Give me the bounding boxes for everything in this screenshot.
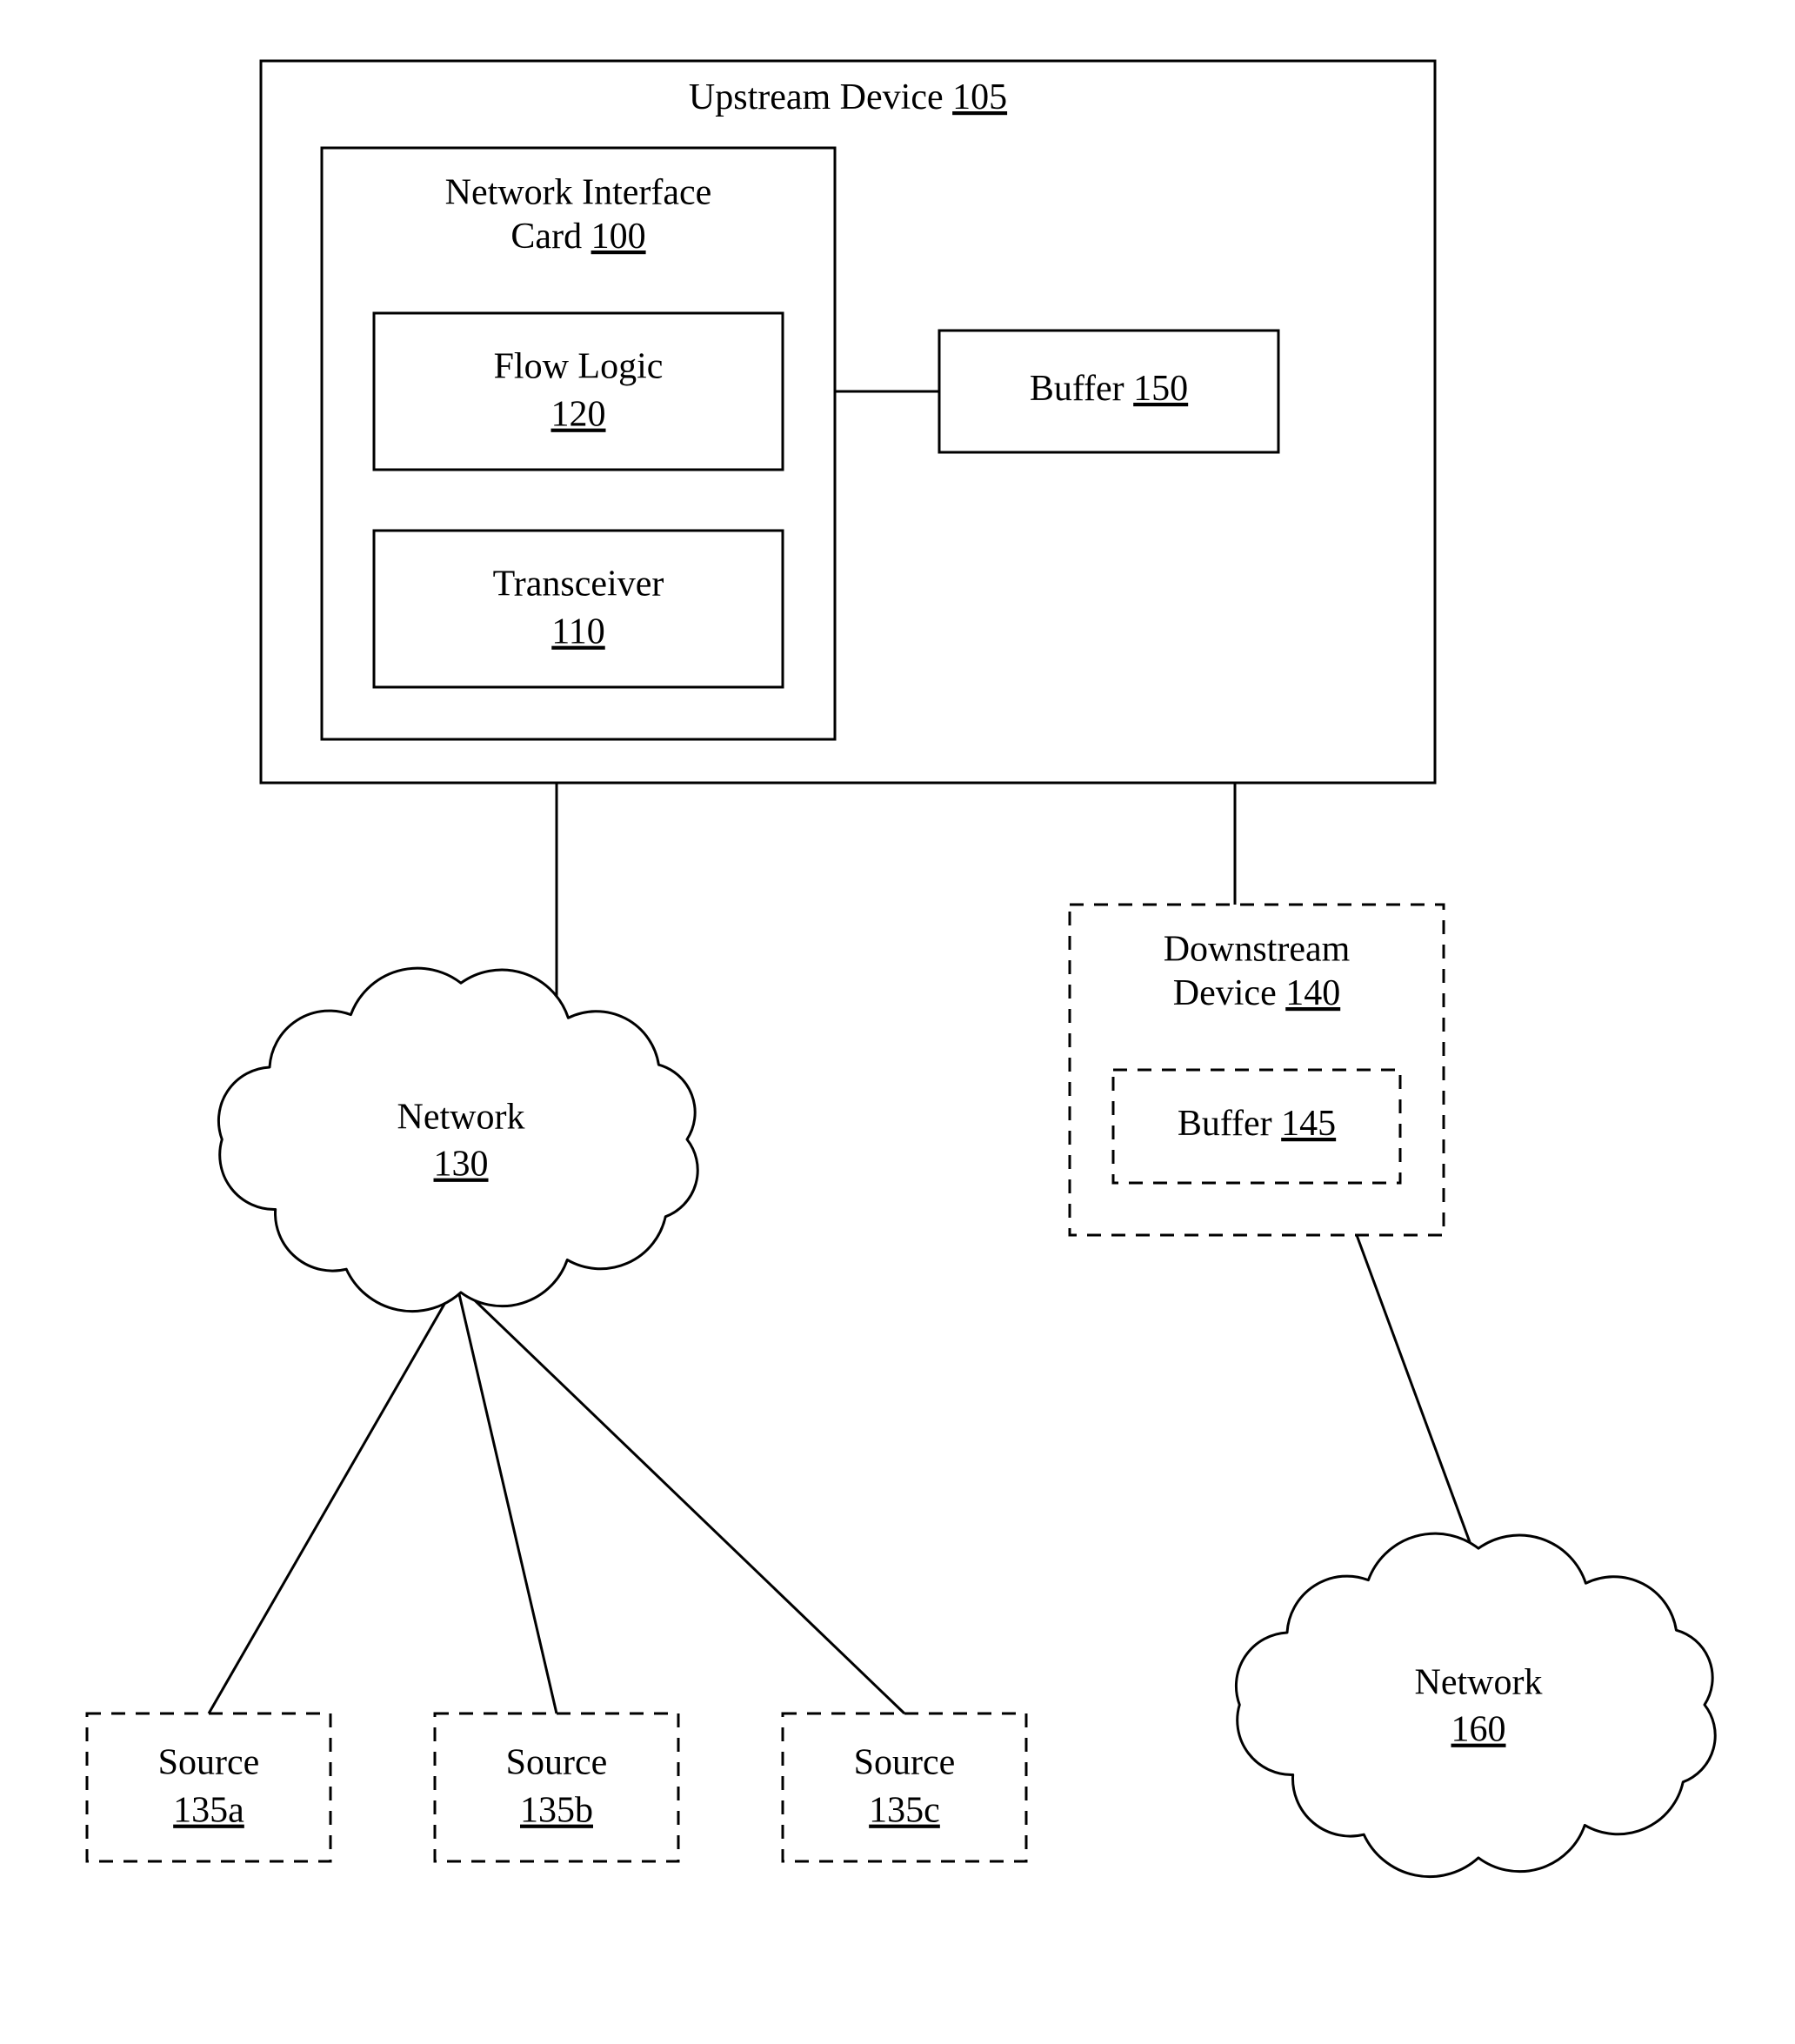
network-left-ref: 130 [434, 1145, 489, 1185]
transceiver-ref: 110 [551, 612, 604, 652]
source-a-ref: 135a [173, 1791, 244, 1831]
network-left-cloud [218, 968, 697, 1311]
upstream-device-label: Upstream Device 105 [689, 77, 1007, 117]
transceiver-title: Transceiver [493, 564, 664, 605]
downstream-label-line1: Downstream [1164, 930, 1351, 970]
source-c-title: Source [854, 1743, 956, 1783]
source-a-title: Source [158, 1743, 260, 1783]
flow-logic-ref: 120 [551, 395, 606, 435]
line-network-to-source-a [209, 1283, 457, 1713]
buffer-145-label: Buffer 145 [1178, 1104, 1336, 1144]
line-network-to-source-b [457, 1283, 557, 1713]
network-right-cloud [1236, 1533, 1715, 1876]
network-left-title: Network [397, 1098, 525, 1138]
transceiver-box [374, 531, 783, 687]
nic-label-line1: Network Interface [445, 173, 712, 213]
source-c-ref: 135c [869, 1791, 940, 1831]
line-network-to-source-c [457, 1283, 904, 1713]
network-right-ref: 160 [1451, 1710, 1506, 1750]
line-downstream-to-network [1357, 1235, 1478, 1566]
buffer-150-label: Buffer 150 [1030, 369, 1188, 409]
downstream-label-line2: Device 140 [1173, 973, 1340, 1013]
flow-logic-title: Flow Logic [494, 347, 664, 387]
network-right-title: Network [1415, 1663, 1543, 1703]
source-c-box [783, 1713, 1026, 1861]
upstream-device-box [261, 61, 1435, 783]
source-a-box [87, 1713, 330, 1861]
source-b-title: Source [506, 1743, 608, 1783]
flow-logic-box [374, 313, 783, 470]
source-b-box [435, 1713, 678, 1861]
source-b-ref: 135b [520, 1791, 593, 1831]
nic-label-line2: Card 100 [510, 217, 645, 257]
